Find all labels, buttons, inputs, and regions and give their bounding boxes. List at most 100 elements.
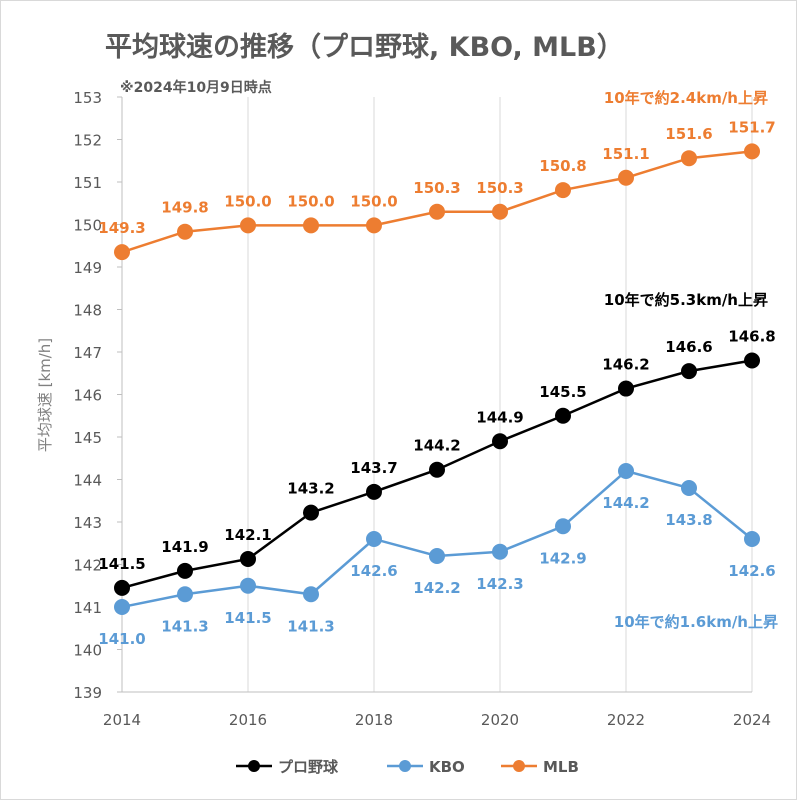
annotation: 10年で約1.6km/h上昇 bbox=[614, 613, 778, 631]
data-label: 142.2 bbox=[413, 579, 460, 597]
data-point bbox=[618, 463, 634, 479]
data-label: 151.1 bbox=[602, 145, 649, 163]
y-tick-label: 148 bbox=[73, 302, 102, 320]
y-tick-label: 152 bbox=[73, 132, 102, 150]
data-point bbox=[492, 543, 508, 560]
x-tick-label: 2024 bbox=[733, 711, 771, 729]
data-point bbox=[177, 562, 193, 579]
data-label: 146.8 bbox=[728, 328, 775, 346]
data-point bbox=[114, 599, 130, 615]
data-label: 150.0 bbox=[287, 192, 334, 210]
data-point bbox=[555, 518, 571, 535]
legend-marker bbox=[513, 760, 525, 772]
data-point bbox=[681, 480, 697, 496]
data-point bbox=[114, 579, 130, 596]
data-point bbox=[744, 531, 760, 547]
data-point bbox=[177, 223, 193, 240]
y-tick-label: 141 bbox=[73, 599, 102, 617]
data-point bbox=[366, 483, 382, 500]
y-tick-label: 139 bbox=[73, 684, 102, 702]
data-point bbox=[618, 380, 634, 397]
legend-label: プロ野球 bbox=[278, 758, 339, 776]
data-point bbox=[429, 461, 445, 478]
data-label: 141.3 bbox=[287, 617, 334, 635]
data-point bbox=[555, 407, 571, 424]
x-tick-label: 2022 bbox=[607, 711, 645, 729]
data-label: 143.7 bbox=[350, 459, 397, 477]
data-point bbox=[114, 244, 130, 261]
x-tick-label: 2020 bbox=[481, 711, 519, 729]
series-line-2 bbox=[121, 150, 753, 254]
data-label: 150.0 bbox=[224, 192, 271, 210]
data-label: 144.2 bbox=[413, 437, 460, 455]
legend-label: KBO bbox=[429, 758, 465, 776]
data-label: 143.2 bbox=[287, 480, 334, 498]
data-label: 142.1 bbox=[224, 526, 271, 544]
data-label: 151.7 bbox=[728, 118, 775, 136]
data-label: 150.8 bbox=[539, 157, 586, 175]
data-point bbox=[681, 150, 697, 167]
data-point bbox=[303, 217, 319, 234]
data-label: 141.9 bbox=[161, 538, 208, 556]
data-point bbox=[492, 203, 508, 220]
data-label: 149.8 bbox=[161, 199, 208, 217]
y-tick-label: 142 bbox=[73, 557, 102, 575]
data-label: 145.5 bbox=[539, 383, 586, 401]
data-label: 150.0 bbox=[350, 192, 397, 210]
y-tick-label: 153 bbox=[73, 89, 102, 107]
data-point bbox=[681, 363, 697, 380]
data-label: 149.3 bbox=[98, 219, 145, 237]
data-label: 146.2 bbox=[602, 356, 649, 374]
y-tick-label: 144 bbox=[73, 472, 102, 490]
data-point bbox=[492, 433, 508, 450]
data-point bbox=[240, 577, 256, 594]
data-label: 141.0 bbox=[98, 630, 145, 648]
data-label: 141.3 bbox=[161, 617, 208, 635]
y-tick-label: 150 bbox=[73, 217, 102, 235]
data-point bbox=[366, 217, 382, 234]
legend-marker bbox=[248, 760, 260, 772]
legend-marker bbox=[399, 760, 411, 772]
data-point bbox=[555, 182, 571, 199]
data-label: 144.9 bbox=[476, 408, 523, 426]
data-label: 142.9 bbox=[539, 549, 586, 567]
data-label: 144.2 bbox=[602, 494, 649, 512]
y-tick-label: 143 bbox=[73, 514, 102, 532]
data-point bbox=[429, 203, 445, 220]
data-point bbox=[177, 586, 193, 603]
data-point bbox=[303, 586, 319, 603]
annotation: 10年で約5.3km/h上昇 bbox=[604, 291, 768, 309]
data-point bbox=[618, 169, 634, 186]
y-tick-label: 147 bbox=[73, 344, 102, 362]
data-label: 142.6 bbox=[350, 562, 397, 580]
x-tick-label: 2016 bbox=[229, 711, 267, 729]
data-label: 141.5 bbox=[98, 555, 145, 573]
y-tick-label: 140 bbox=[73, 642, 102, 660]
y-tick-label: 146 bbox=[73, 387, 102, 405]
legend-label: MLB bbox=[543, 758, 579, 776]
data-point bbox=[429, 548, 445, 564]
x-tick-label: 2014 bbox=[103, 711, 141, 729]
data-point bbox=[240, 217, 256, 234]
data-point bbox=[303, 504, 319, 521]
data-label: 142.6 bbox=[728, 562, 775, 580]
data-label: 141.5 bbox=[224, 609, 271, 627]
data-point bbox=[744, 143, 760, 160]
data-point bbox=[744, 352, 760, 369]
y-tick-label: 151 bbox=[73, 174, 102, 192]
data-label: 146.6 bbox=[665, 338, 712, 356]
data-point bbox=[366, 531, 382, 547]
data-label: 150.3 bbox=[413, 179, 460, 197]
data-point bbox=[240, 550, 256, 567]
data-label: 143.8 bbox=[665, 511, 712, 529]
annotation: 10年で約2.4km/h上昇 bbox=[604, 89, 768, 107]
data-label: 150.3 bbox=[476, 179, 523, 197]
data-label: 151.6 bbox=[665, 125, 712, 143]
chart-subtitle: ※2024年10月9日時点 bbox=[120, 79, 272, 96]
y-axis-label: 平均球速 [km/h] bbox=[36, 338, 54, 452]
chart-title: 平均球速の推移（プロ野球, KBO, MLB） bbox=[105, 32, 624, 63]
y-tick-label: 145 bbox=[73, 429, 102, 447]
x-tick-label: 2018 bbox=[355, 711, 393, 729]
